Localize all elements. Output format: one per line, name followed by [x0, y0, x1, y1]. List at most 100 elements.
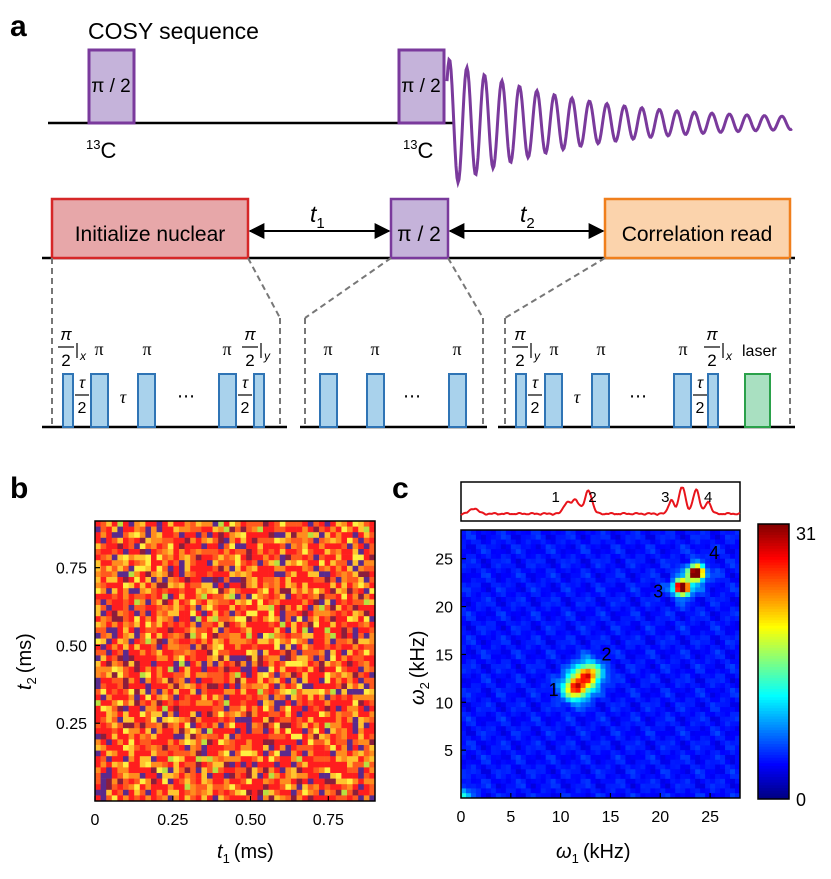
heatmap-cell	[341, 543, 348, 550]
heatmap-cell	[279, 560, 286, 567]
spectrum-cell	[635, 558, 641, 564]
spectrum-cell	[495, 664, 502, 670]
heatmap-cell	[341, 767, 348, 774]
heatmap-cell	[251, 565, 258, 572]
spectrum-cell	[485, 692, 492, 698]
spectrum-cell	[600, 750, 606, 756]
spectrum-cell	[585, 654, 591, 660]
heatmap-cell	[274, 554, 281, 561]
spectrum-cell	[480, 673, 487, 679]
spectrum-cell	[495, 754, 502, 761]
heatmap-cell	[369, 593, 376, 600]
spectrum-cell	[530, 644, 537, 651]
spectrum-cell	[505, 606, 512, 612]
spectrum-cell	[665, 731, 671, 737]
heatmap-cell	[128, 733, 135, 740]
spectrum-cell	[510, 592, 517, 598]
spectrum-cell	[480, 740, 487, 746]
spectrum-cell	[570, 721, 576, 727]
spectrum-cell	[465, 774, 472, 780]
heatmap-cell	[218, 532, 225, 539]
spectrum-cell	[580, 711, 586, 718]
heatmap-cell	[145, 767, 152, 774]
spectrum-cell	[461, 601, 467, 607]
heatmap-cell	[330, 554, 337, 561]
heatmap-cell	[123, 661, 129, 667]
spectrum-cell	[620, 707, 626, 713]
spectrum-cell	[605, 654, 611, 660]
spectrum-cell	[560, 759, 567, 765]
spectrum-cell	[475, 750, 482, 756]
heatmap-cell	[246, 521, 253, 527]
heatmap-cell	[111, 549, 118, 555]
spectrum-cell	[670, 616, 676, 622]
heatmap-cell	[95, 683, 101, 690]
heatmap-cell	[279, 638, 286, 645]
heatmap-cell	[240, 733, 247, 740]
heatmap-cell	[123, 689, 129, 695]
heatmap-cell	[268, 795, 275, 802]
heatmap-cell	[335, 733, 342, 740]
heatmap-cell	[212, 610, 219, 617]
spectrum-cell	[480, 783, 487, 789]
heatmap-cell	[246, 784, 253, 791]
heatmap-cell	[111, 789, 118, 796]
heatmap-cell	[240, 605, 247, 611]
heatmap-cell	[335, 666, 342, 673]
spectrum-cell	[540, 673, 547, 679]
spectrum-cell	[625, 640, 631, 646]
spectrum-cell	[480, 573, 487, 579]
heatmap-cell	[363, 728, 370, 735]
spectrum-cell	[490, 649, 497, 655]
heatmap-cell	[190, 577, 197, 583]
spectrum-cell	[490, 592, 497, 598]
heatmap-cell	[123, 649, 129, 656]
heatmap-cell	[335, 571, 342, 578]
spectrum-cell	[600, 649, 606, 655]
spectrum-cell	[475, 582, 482, 588]
heatmap-cell	[369, 795, 376, 802]
heatmap-cell	[313, 565, 320, 572]
spectrum-cell	[535, 620, 542, 627]
heatmap-cell	[358, 532, 365, 539]
heatmap-cell	[319, 549, 325, 555]
heatmap-cell	[128, 582, 135, 589]
heatmap-cell	[235, 644, 241, 651]
heatmap-cell	[128, 672, 135, 679]
carbon-label-2: 13C	[403, 137, 433, 163]
heatmap-cell	[257, 761, 264, 768]
spectrum-cell	[590, 707, 596, 713]
spectrum-cell	[515, 668, 522, 674]
spectrum-cell	[645, 750, 651, 756]
heatmap-cell	[307, 616, 314, 623]
initialize-block	[50, 197, 250, 260]
spectrum-cell	[645, 539, 651, 545]
heatmap-cell	[291, 733, 297, 740]
heatmap-cell	[134, 599, 141, 606]
heatmap-cell	[352, 773, 359, 779]
spectrum-cell	[530, 721, 537, 727]
spectrum-cell	[525, 740, 532, 746]
spectrum-cell	[530, 778, 537, 785]
spectrum-cell	[630, 530, 636, 536]
heatmap-cell	[257, 560, 264, 567]
spectrum-cell	[610, 597, 616, 603]
spectrum-cell	[550, 592, 557, 598]
heatmap-cell	[128, 750, 135, 757]
spectrum-cell	[515, 649, 522, 655]
spectrum-cell	[640, 606, 646, 612]
heatmap-cell	[184, 633, 191, 639]
spectrum-cell	[485, 774, 492, 780]
heatmap-cell	[263, 689, 269, 695]
heatmap-cell	[95, 577, 101, 583]
spectrum-cell	[461, 745, 467, 751]
heatmap-cell	[167, 773, 174, 779]
spectrum-cell	[540, 544, 547, 550]
spectrum-cell	[565, 668, 572, 674]
heatmap-cell	[313, 577, 320, 583]
heatmap-cell	[134, 689, 141, 695]
heatmap-cell	[291, 621, 297, 628]
heatmap-cell	[212, 627, 219, 634]
spectrum-cell	[461, 573, 467, 579]
heatmap-cell	[285, 543, 292, 550]
